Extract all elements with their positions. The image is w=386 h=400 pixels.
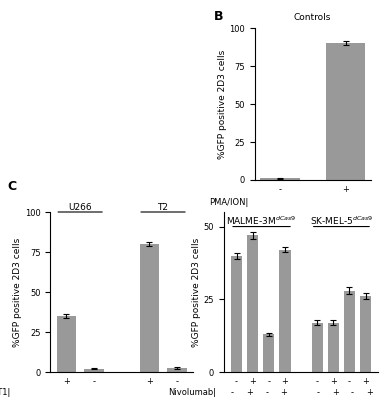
Text: +: +	[366, 388, 373, 397]
Bar	[360, 296, 371, 372]
Y-axis label: %GFP positive 2D3 cells: %GFP positive 2D3 cells	[217, 49, 227, 159]
Text: -: -	[317, 388, 320, 397]
Bar	[326, 43, 365, 180]
Bar	[140, 244, 159, 372]
Text: +: +	[281, 388, 287, 397]
Text: -: -	[231, 388, 234, 397]
Bar	[279, 250, 291, 372]
Bar	[260, 178, 300, 180]
Text: -: -	[351, 388, 354, 397]
Text: Controls: Controls	[294, 13, 331, 22]
Text: U266: U266	[68, 203, 92, 212]
Bar	[57, 316, 76, 372]
Bar	[328, 322, 339, 372]
Bar	[247, 235, 258, 372]
Text: MALME-3M$^{dCas9}$: MALME-3M$^{dCas9}$	[225, 214, 296, 226]
Text: MART1|: MART1|	[0, 388, 10, 397]
Text: +: +	[332, 388, 339, 397]
Y-axis label: %GFP positive 2D3 cells: %GFP positive 2D3 cells	[192, 237, 201, 347]
Text: PMA/ION|: PMA/ION|	[210, 198, 249, 207]
Text: +: +	[246, 388, 253, 397]
Text: C: C	[7, 180, 17, 193]
Bar	[84, 369, 103, 372]
Text: Nivolumab|: Nivolumab|	[168, 388, 216, 397]
Bar	[231, 256, 242, 372]
Y-axis label: %GFP positive 2D3 cells: %GFP positive 2D3 cells	[13, 237, 22, 347]
Text: B: B	[214, 10, 224, 23]
Bar	[263, 334, 274, 372]
Text: -: -	[265, 388, 268, 397]
Text: T2: T2	[157, 203, 169, 212]
Bar	[167, 368, 186, 372]
Text: SK-MEL-5$^{dCas9}$: SK-MEL-5$^{dCas9}$	[310, 214, 373, 226]
Bar	[312, 322, 323, 372]
Bar	[344, 290, 355, 372]
X-axis label: Conditions: Conditions	[289, 213, 337, 222]
